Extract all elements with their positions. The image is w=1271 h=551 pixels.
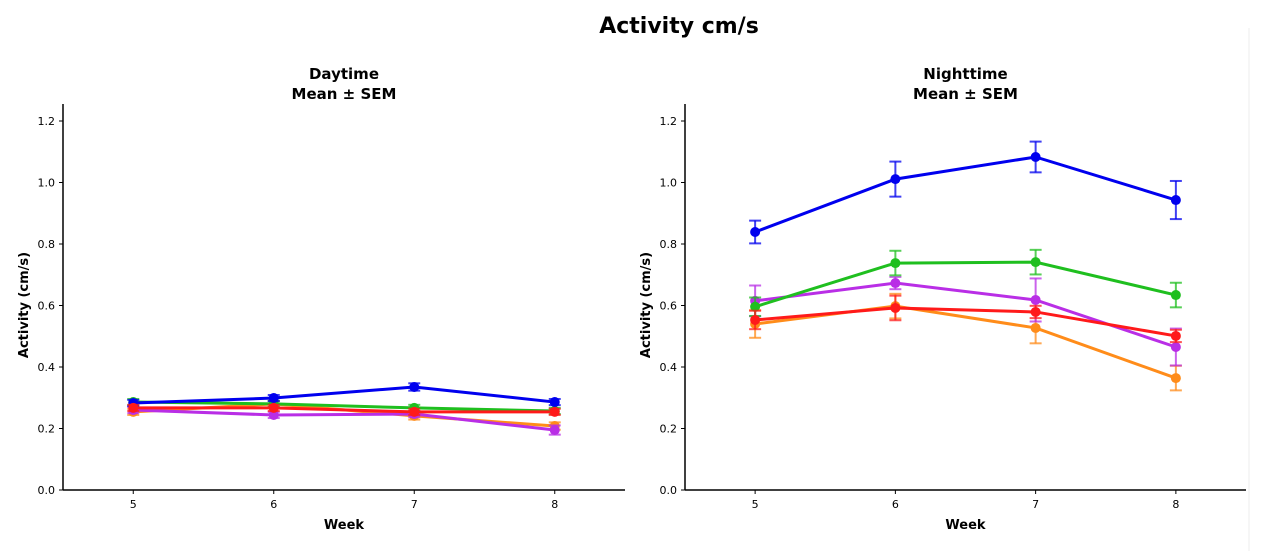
x-axis-label: Week (324, 518, 365, 533)
series-line (754, 304, 1177, 380)
y-tick-label: 0.8 (38, 238, 56, 251)
chart-subtitle: Mean ± SEM (913, 85, 1018, 103)
series-0 (749, 292, 1182, 392)
y-tick-label: 1.0 (38, 177, 56, 190)
data-point (890, 278, 901, 289)
x-tick-label: 7 (1032, 498, 1039, 511)
series-line (133, 385, 555, 405)
data-point (1030, 306, 1041, 317)
series-line (754, 260, 1177, 309)
y-tick-label: 0.2 (38, 423, 56, 436)
series-4 (127, 402, 561, 417)
data-point (890, 302, 901, 313)
y-tick-label: 1.2 (38, 115, 56, 128)
x-tick-label: 6 (892, 498, 899, 511)
x-axis-label: Week (945, 518, 986, 533)
y-tick-label: 0.2 (660, 423, 678, 436)
series-line (133, 408, 555, 432)
chart-0: Daytime Mean ± SEM 0.0 0.2 0.4 0.6 0.8 1.0 1.2 5 6… (17, 65, 625, 533)
data-point (1170, 195, 1181, 206)
series-line (133, 400, 555, 413)
y-tick-label: 0.4 (660, 361, 678, 374)
x-tick-label: 8 (1172, 498, 1179, 511)
x-tick-label: 5 (130, 498, 137, 511)
x-tick-label: 7 (411, 498, 418, 511)
chart-1: Nighttime Mean ± SEM 0.0 0.2 0.4 0.6 0.8 1.0 1.2… (639, 65, 1246, 533)
series-1 (749, 275, 1182, 367)
series-line (133, 406, 555, 414)
data-point (1170, 290, 1181, 301)
data-point (268, 409, 279, 420)
data-point (549, 425, 560, 436)
y-tick-label: 1.2 (660, 115, 678, 128)
data-point (549, 406, 560, 417)
series-3 (127, 381, 561, 408)
chart-subtitle: Mean ± SEM (292, 85, 397, 103)
x-tick-label: 6 (270, 498, 277, 511)
data-point (750, 314, 761, 325)
data-point (409, 381, 420, 392)
data-point (549, 397, 560, 408)
series-2 (749, 248, 1182, 317)
data-point (750, 227, 761, 238)
data-point (1170, 330, 1181, 341)
data-point (1030, 322, 1041, 333)
y-tick-label: 0.6 (38, 300, 56, 313)
data-point (1170, 373, 1181, 384)
y-tick-label: 0.8 (660, 238, 678, 251)
y-axis-label: Activity (cm/s) (17, 252, 32, 358)
y-axis-label: Activity (cm/s) (639, 252, 654, 358)
y-tick-label: 0.0 (660, 484, 678, 497)
series-4 (749, 294, 1182, 344)
data-point (1030, 257, 1041, 268)
y-tick-label: 0.0 (38, 484, 56, 497)
y-tick-label: 0.6 (660, 300, 678, 313)
data-point (128, 402, 139, 413)
data-point (1030, 294, 1041, 305)
x-tick-label: 5 (752, 498, 759, 511)
data-point (890, 174, 901, 185)
data-point (1030, 151, 1041, 162)
figure-title: Activity cm/s (599, 14, 759, 39)
series-3 (749, 140, 1182, 245)
chart-title: Daytime (309, 65, 379, 83)
data-point (750, 301, 761, 312)
chart-title: Nighttime (923, 65, 1007, 83)
y-tick-label: 0.4 (38, 361, 56, 374)
series-line (754, 155, 1177, 234)
data-point (890, 258, 901, 269)
data-point (268, 402, 279, 413)
y-tick-label: 1.0 (660, 177, 678, 190)
series-line (754, 306, 1177, 338)
x-tick-label: 8 (551, 498, 558, 511)
data-point (409, 406, 420, 417)
data-point (268, 393, 279, 404)
data-point (1170, 342, 1181, 353)
